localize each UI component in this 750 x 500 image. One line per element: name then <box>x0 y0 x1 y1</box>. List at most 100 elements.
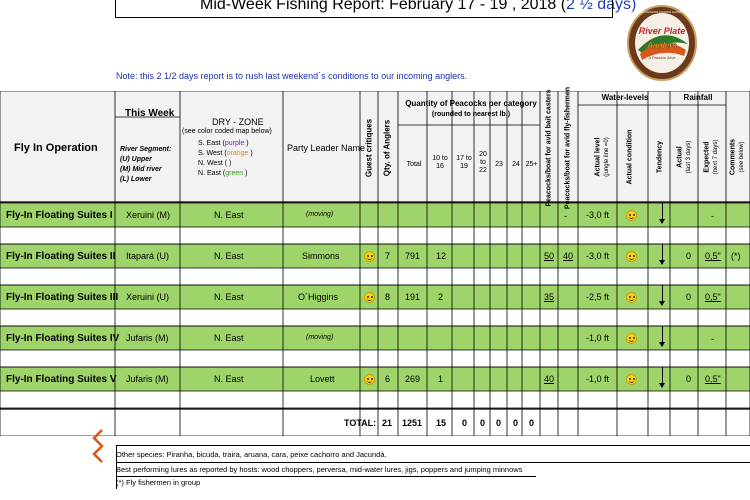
row-leader: O´Higgins <box>298 292 339 302</box>
row-segment: Xeruini (U) <box>126 292 170 302</box>
smiley-icon <box>626 292 637 303</box>
report-title: Mid-Week Fishing Report: February 17 - 1… <box>200 0 636 14</box>
footer-species: Other species: Piranha, bicuda, traira, … <box>116 450 387 459</box>
row-level: -1,0 ft <box>586 374 610 384</box>
totals-total: 1251 <box>402 418 423 428</box>
col-rainfall: Rainfall <box>683 93 713 102</box>
col-fly: Peacocks/boat for avid fly-fishermen <box>564 86 572 210</box>
row-expected: 0,5" <box>705 292 721 302</box>
row-leader: (moving) <box>306 211 334 218</box>
col-fly-in: Fly In Operation <box>14 142 98 154</box>
totals-c23: 0 <box>496 418 502 428</box>
svg-text:River Plate: River Plate <box>639 26 686 36</box>
smiley-icon <box>626 251 637 262</box>
row-total: 191 <box>405 292 421 302</box>
col-actual-condition: Actual condition <box>626 129 634 185</box>
row-segment: Xeruini (M) <box>126 210 171 220</box>
row-total: 269 <box>405 374 421 384</box>
col-17-19: 17 to 19 <box>456 155 472 170</box>
totals-c20: 0 <box>480 418 486 428</box>
col-total: Total <box>406 161 422 168</box>
row-leader: Simmons <box>302 251 340 261</box>
table-grid <box>0 91 750 436</box>
smiley-icon <box>364 292 375 303</box>
row-bait: 35 <box>544 292 555 302</box>
report-note: Note: this 2 1/2 days report is to rush … <box>116 71 468 81</box>
row-op: Fly-In Floating Suites I <box>6 210 113 221</box>
down-arrow-icon <box>659 203 665 224</box>
totals-label: TOTAL: <box>344 418 377 428</box>
title-end: ) <box>631 0 637 13</box>
title-days: 2 ½ days <box>566 0 632 13</box>
smiley-icon <box>626 333 637 344</box>
totals-c24: 0 <box>513 418 519 428</box>
row-zone: N. East <box>214 251 244 261</box>
col-bait: Peacocks/boat for avid bait casters <box>545 89 553 207</box>
row-segment: Jufaris (M) <box>126 374 169 384</box>
row-expected: - <box>711 211 714 221</box>
col-actual-level-sub: (jungle line =0) <box>604 137 610 177</box>
river-plate-anglers-logo: River Plate Anglers A Passion Alive Sinc… <box>626 4 698 82</box>
row-fly: - <box>564 211 567 221</box>
col-river-segment: River Segment: (U) Upper (M) Mid river (… <box>120 146 172 183</box>
col-quantity: Quantity of Peacocks per category <box>405 99 537 108</box>
row-expected: 0,5" <box>705 374 721 384</box>
col-tendency: Tendency <box>656 140 664 174</box>
col-comments-sub: (see below) <box>739 141 745 173</box>
down-arrow-icon <box>659 244 665 265</box>
row-c10: 2 <box>438 292 444 302</box>
totals-c25: 0 <box>529 418 535 428</box>
smiley-icon <box>626 374 637 385</box>
col-24: 24 <box>512 161 520 168</box>
smiley-icon <box>364 374 375 385</box>
row-level: -2,5 ft <box>586 292 610 302</box>
squiggle-decoration <box>88 428 112 469</box>
col-rain-expected-sub: (next 7 days) <box>713 139 719 175</box>
footer-lures: Best performing lures as reported by hos… <box>116 465 523 474</box>
title-main: Mid-Week Fishing Report: February 17 - 1… <box>200 0 567 13</box>
svg-text:PREMIUM AMAZON FISHING EXPERIE: PREMIUM AMAZON FISHING EXPERIENCES <box>631 10 694 14</box>
col-comments: Comments <box>729 138 737 176</box>
row-total: 791 <box>405 251 421 261</box>
row-zone: N. East <box>214 374 244 384</box>
svg-text:A Passion Alive: A Passion Alive <box>648 55 676 60</box>
col-water-levels: Water-levels <box>601 93 649 102</box>
col-rain-actual: Actual <box>676 146 684 168</box>
row-op: Fly-In Floating Suites II <box>6 251 116 262</box>
col-qty-anglers: Qty. of Anglers <box>382 119 392 177</box>
row-level: -3,0 ft <box>586 210 610 220</box>
row-anglers: 7 <box>385 251 391 261</box>
col-10-16: 10 to 16 <box>432 155 448 170</box>
row-c10: 12 <box>436 251 447 261</box>
totals-c17: 0 <box>462 418 468 428</box>
row-fly: 40 <box>563 251 574 261</box>
row-op: Fly-In Floating Suites V <box>6 374 117 385</box>
svg-text:Anglers: Anglers <box>646 41 677 50</box>
row-zone: N. East <box>214 292 244 302</box>
col-20-22: 20 to 22 <box>479 151 487 174</box>
totals-c10: 15 <box>436 418 447 428</box>
row-level: -3,0 ft <box>586 251 610 261</box>
row-rain: 0 <box>686 251 692 261</box>
title-border-bottom <box>115 17 613 18</box>
title-border-right <box>612 0 613 18</box>
row-op: Fly-In Floating Suites IV <box>6 333 120 344</box>
row-c10: 1 <box>438 374 444 384</box>
row-level: -1,0 ft <box>586 333 610 343</box>
col-actual-level: Actual level <box>594 137 602 177</box>
smiley-icon <box>626 210 637 221</box>
down-arrow-icon <box>659 285 665 306</box>
row-zone: N. East <box>214 210 244 220</box>
smiley-icon <box>364 251 375 262</box>
row-comment: (*) <box>731 251 741 261</box>
row-op: Fly-In Floating Suites III <box>6 292 119 303</box>
row-rain: 0 <box>686 374 692 384</box>
row-zone: N. East <box>214 333 244 343</box>
col-rain-expected: Expected <box>703 141 711 173</box>
down-arrow-icon <box>659 367 665 388</box>
col-25: 25+ <box>525 161 538 168</box>
row-rain: 0 <box>686 292 692 302</box>
down-arrow-icon <box>659 326 665 347</box>
col-23: 23 <box>495 161 503 168</box>
row-bait: 40 <box>544 374 555 384</box>
